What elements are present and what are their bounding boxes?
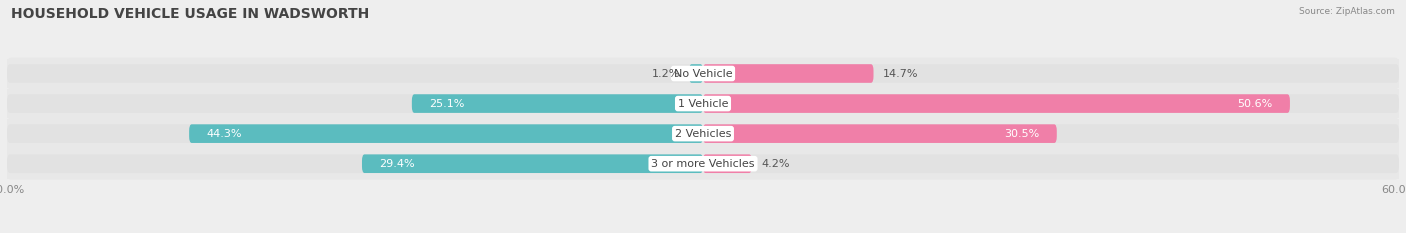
Text: 4.2%: 4.2% xyxy=(761,159,790,169)
FancyBboxPatch shape xyxy=(703,94,1399,113)
Text: 3 or more Vehicles: 3 or more Vehicles xyxy=(651,159,755,169)
FancyBboxPatch shape xyxy=(190,124,703,143)
FancyBboxPatch shape xyxy=(703,94,1289,113)
Text: 1.2%: 1.2% xyxy=(651,69,681,79)
FancyBboxPatch shape xyxy=(703,64,1399,83)
FancyBboxPatch shape xyxy=(703,154,752,173)
Text: 25.1%: 25.1% xyxy=(429,99,464,109)
FancyBboxPatch shape xyxy=(7,64,703,83)
Text: 30.5%: 30.5% xyxy=(1004,129,1039,139)
Bar xyxy=(7,149,1399,179)
FancyBboxPatch shape xyxy=(412,94,703,113)
FancyBboxPatch shape xyxy=(7,94,703,113)
Bar xyxy=(7,119,1399,149)
FancyBboxPatch shape xyxy=(361,154,703,173)
Text: Source: ZipAtlas.com: Source: ZipAtlas.com xyxy=(1299,7,1395,16)
Text: No Vehicle: No Vehicle xyxy=(673,69,733,79)
FancyBboxPatch shape xyxy=(703,154,1399,173)
Bar xyxy=(7,89,1399,119)
Text: 1 Vehicle: 1 Vehicle xyxy=(678,99,728,109)
Text: 29.4%: 29.4% xyxy=(380,159,415,169)
FancyBboxPatch shape xyxy=(7,88,1399,120)
Text: 50.6%: 50.6% xyxy=(1237,99,1272,109)
FancyBboxPatch shape xyxy=(7,154,703,173)
FancyBboxPatch shape xyxy=(689,64,703,83)
FancyBboxPatch shape xyxy=(703,124,1057,143)
Text: 2 Vehicles: 2 Vehicles xyxy=(675,129,731,139)
FancyBboxPatch shape xyxy=(7,148,1399,180)
FancyBboxPatch shape xyxy=(7,124,703,143)
Text: 14.7%: 14.7% xyxy=(883,69,918,79)
FancyBboxPatch shape xyxy=(7,58,1399,89)
FancyBboxPatch shape xyxy=(703,124,1399,143)
Text: 44.3%: 44.3% xyxy=(207,129,242,139)
Text: HOUSEHOLD VEHICLE USAGE IN WADSWORTH: HOUSEHOLD VEHICLE USAGE IN WADSWORTH xyxy=(11,7,370,21)
Bar xyxy=(7,58,1399,88)
FancyBboxPatch shape xyxy=(703,64,873,83)
FancyBboxPatch shape xyxy=(7,118,1399,150)
